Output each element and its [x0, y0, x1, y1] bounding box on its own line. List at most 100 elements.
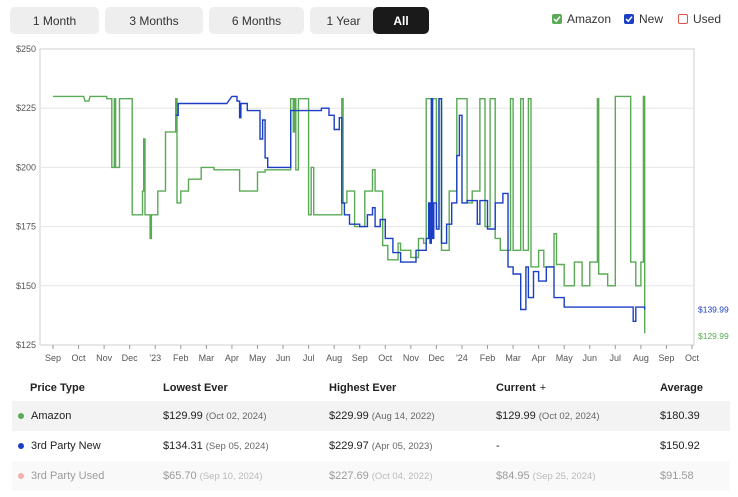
table-header-row: Price Type Lowest Ever Highest Ever Curr…: [12, 373, 730, 403]
x-tick-label: Jun: [583, 353, 598, 363]
row-type: 3rd Party New: [31, 440, 101, 452]
x-tick-label: May: [556, 353, 574, 363]
y-tick-label: $225: [16, 103, 36, 113]
sort-icon[interactable]: +: [539, 382, 547, 394]
lowest-cell: $129.99 (Oct 02, 2024): [163, 401, 267, 431]
highest-value: $229.99: [329, 410, 369, 422]
tab-3-months[interactable]: 3 Months: [105, 7, 203, 34]
row-type-cell: 3rd Party New: [18, 431, 101, 461]
y-tick-label: $175: [16, 222, 36, 232]
amazon-checkbox-icon[interactable]: [552, 14, 562, 24]
current-value: $129.99: [496, 410, 536, 422]
header-lowest-ever: Lowest Ever: [163, 382, 228, 394]
used-dot-icon: [18, 473, 24, 479]
x-tick-label: May: [249, 353, 267, 363]
header-average: Average: [660, 382, 704, 394]
x-tick-label: Aug: [633, 353, 649, 363]
y-tick-label: $200: [16, 162, 36, 172]
y-tick-label: $250: [16, 44, 36, 54]
price-history-chart: $125 $150 $175 $200 $225 $250 Sep Oct Nov Dec '23 F…: [16, 44, 729, 363]
legend-used[interactable]: Used: [678, 12, 721, 26]
lowest-value: $129.99: [163, 410, 203, 422]
x-tick-label: Dec: [122, 353, 139, 363]
current-value: $84.95: [496, 470, 530, 482]
legend-amazon[interactable]: Amazon: [552, 12, 611, 26]
end-label-amazon: $129.99: [698, 331, 729, 341]
highest-date: (Aug 14, 2022): [371, 410, 435, 422]
x-tick-label: Jun: [276, 353, 291, 363]
x-tick-label: Sep: [45, 353, 61, 363]
x-tick-label: Sep: [658, 353, 674, 363]
table-row: 3rd Party Used $65.70 (Sep 10, 2024) $227…: [12, 461, 730, 491]
x-tick-label: Jul: [303, 353, 315, 363]
x-tick-label: Aug: [326, 353, 342, 363]
x-tick-label: Apr: [225, 353, 239, 363]
used-checkbox-icon[interactable]: [678, 14, 688, 24]
x-tick-label: Nov: [403, 353, 420, 363]
series-line-amazon: [53, 95, 646, 334]
current-cell: -: [496, 431, 503, 461]
highest-date: (Apr 05, 2023): [371, 440, 433, 452]
end-label-new: $139.99: [698, 304, 729, 314]
x-tick-label: Mar: [505, 353, 521, 363]
x-tick-label: Feb: [480, 353, 496, 363]
tab-all[interactable]: All: [373, 7, 429, 34]
x-tick-label: Sep: [352, 353, 368, 363]
highest-cell: $229.97 (Apr 05, 2023): [329, 431, 433, 461]
x-tick-label: '23: [149, 353, 161, 363]
lowest-value: $134.31: [163, 440, 203, 452]
current-date: (Oct 02, 2024): [538, 410, 600, 422]
average-value: $150.92: [660, 440, 700, 452]
new-dot-icon: [18, 443, 24, 449]
x-tick-label: '24: [456, 353, 468, 363]
average-value: $91.58: [660, 470, 694, 482]
lowest-cell: $65.70 (Sep 10, 2024): [163, 461, 263, 491]
highest-date: (Oct 04, 2022): [371, 470, 433, 482]
tab-1-year[interactable]: 1 Year: [310, 7, 377, 34]
legend-new[interactable]: New: [624, 12, 663, 26]
x-tick-label: Jul: [610, 353, 622, 363]
lowest-value: $65.70: [163, 470, 197, 482]
row-type-cell: Amazon: [18, 401, 71, 431]
lowest-cell: $134.31 (Sep 05, 2024): [163, 431, 269, 461]
header-price-type: Price Type: [30, 382, 85, 394]
x-tick-label: Oct: [72, 353, 87, 363]
x-tick-label: Apr: [532, 353, 546, 363]
row-type: Amazon: [31, 410, 72, 422]
current-value: -: [496, 440, 500, 452]
lowest-date: (Sep 10, 2024): [199, 470, 263, 482]
new-checkbox-icon[interactable]: [624, 14, 634, 24]
lowest-date: (Oct 02, 2024): [205, 410, 267, 422]
lowest-date: (Sep 05, 2024): [205, 440, 269, 452]
row-type: 3rd Party Used: [31, 470, 105, 482]
y-tick-label: $125: [16, 340, 36, 350]
x-tick-label: Nov: [96, 353, 113, 363]
amazon-dot-icon: [18, 413, 24, 419]
average-value: $180.39: [660, 410, 700, 422]
tab-6-months[interactable]: 6 Months: [209, 7, 304, 34]
series-line-new: [175, 95, 646, 322]
table-row: 3rd Party New $134.31 (Sep 05, 2024) $229…: [12, 431, 730, 461]
highest-cell: $227.69 (Oct 04, 2022): [329, 461, 433, 491]
legend-used-label: Used: [693, 12, 722, 26]
current-cell: $84.95 (Sep 25, 2024): [496, 461, 596, 491]
legend-new-label: New: [639, 12, 664, 26]
highest-cell: $229.99 (Aug 14, 2022): [329, 401, 435, 431]
table-row: Amazon $129.99 (Oct 02, 2024) $229.99 (Aug…: [12, 401, 730, 431]
x-tick-label: Dec: [428, 353, 445, 363]
highest-value: $227.69: [329, 470, 369, 482]
header-current-label: Current: [496, 382, 536, 394]
x-tick-label: Oct: [685, 353, 700, 363]
x-tick-label: Oct: [378, 353, 393, 363]
highest-value: $229.97: [329, 440, 369, 452]
x-tick-label: Feb: [173, 353, 189, 363]
plot-area: [39, 48, 695, 346]
current-date: (Sep 25, 2024): [532, 470, 596, 482]
legend-amazon-label: Amazon: [567, 12, 612, 26]
header-highest-ever: Highest Ever: [329, 382, 397, 394]
x-tick-label: Mar: [199, 353, 215, 363]
row-type-cell: 3rd Party Used: [18, 461, 104, 491]
y-tick-label: $150: [16, 281, 36, 291]
tab-1-month[interactable]: 1 Month: [10, 7, 99, 34]
header-current[interactable]: Current +: [496, 373, 546, 403]
